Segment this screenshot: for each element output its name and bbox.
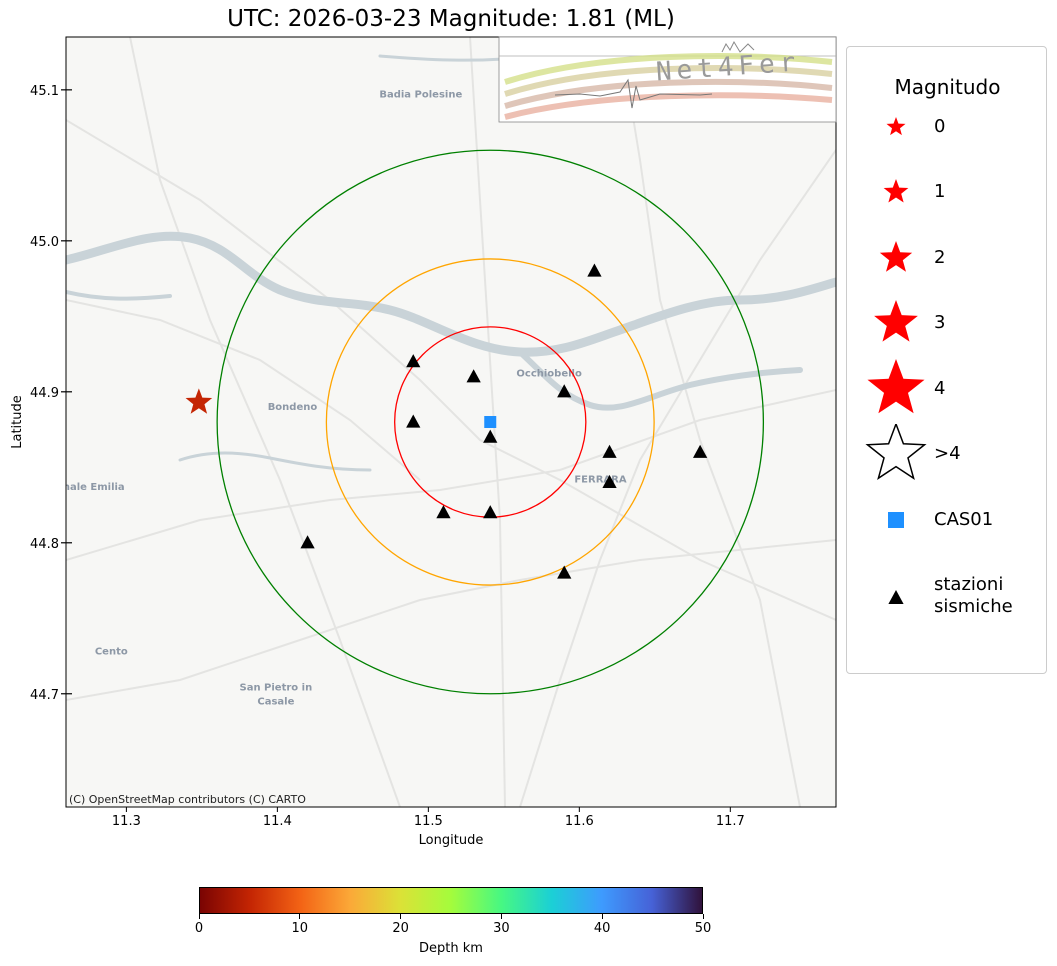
- place-label: FERRARA: [574, 474, 627, 485]
- event-markers: [185, 388, 497, 428]
- place-label: Cento: [95, 647, 128, 658]
- colorbar-label: Depth km: [419, 941, 483, 956]
- colorbar-tick-label: 0: [194, 921, 204, 936]
- legend-label: 2: [934, 247, 946, 268]
- distance-circle: [216, 149, 765, 695]
- legend-label: CAS01: [934, 509, 994, 530]
- legend-square-icon: [888, 512, 904, 528]
- station-marker[interactable]: [406, 354, 421, 368]
- colorbar-tick: [601, 914, 603, 919]
- station-marker[interactable]: [692, 444, 708, 458]
- legend-star-icon: [883, 179, 909, 203]
- x-tick-label: 11.5: [414, 814, 443, 829]
- x-tick-label: 11.4: [263, 814, 292, 829]
- y-tick-label: 44.8: [30, 537, 59, 552]
- place-label: Occhiobello: [516, 369, 582, 380]
- depth-colorbar: [199, 887, 703, 914]
- place-label: Bondeno: [268, 402, 318, 413]
- station-marker[interactable]: [483, 429, 498, 443]
- station-marker[interactable]: [436, 505, 451, 519]
- legend-label: >4: [934, 443, 961, 464]
- y-tick-label: 45.0: [30, 235, 59, 250]
- y-tick-label: 45.1: [30, 84, 59, 99]
- station-marker[interactable]: [557, 565, 572, 579]
- event-epicenter-marker[interactable]: [185, 388, 213, 414]
- legend-label: 4: [934, 378, 946, 399]
- legend-item: stazioni sismiche: [847, 566, 1048, 626]
- place-label: San Pietro in: [240, 683, 313, 694]
- colorbar-tick: [500, 914, 502, 919]
- legend-item: 0: [847, 97, 1048, 157]
- place-label: Casale: [257, 696, 294, 707]
- y-tick-label: 44.7: [30, 688, 59, 703]
- map-area[interactable]: Badia Polesine Occhiobello Bondeno Finale E…: [53, 37, 836, 807]
- legend-label: 3: [934, 312, 946, 333]
- x-tick-label: 11.3: [112, 814, 141, 829]
- station-marker[interactable]: [300, 535, 315, 549]
- map-attribution: (C) OpenStreetMap contributors (C) CARTO: [69, 793, 306, 806]
- legend-item: 1: [847, 162, 1048, 222]
- legend-star-icon: [879, 241, 913, 272]
- plot-title: UTC: 2026-03-23 Magnitude: 1.81 (ML): [227, 6, 675, 32]
- legend: Magnitudo 0 1 2 3 4 >4 CAS01 stazioni sismiche: [846, 46, 1047, 674]
- legend-label: 1: [934, 181, 946, 202]
- basemap-roads: [66, 37, 836, 807]
- colorbar-tick: [198, 914, 200, 919]
- legend-label: stazioni sismiche: [934, 574, 1013, 617]
- colorbar-tick-label: 40: [593, 921, 611, 936]
- y-axis-label: Latitude: [10, 395, 25, 449]
- colorbar-tick: [702, 914, 704, 919]
- x-axis: 11.3 11.4 11.5 11.6 11.7: [112, 807, 745, 829]
- station-marker[interactable]: [602, 444, 617, 458]
- legend-title: Magnitudo: [894, 75, 1001, 99]
- legend-item: >4: [847, 424, 1048, 484]
- station-marker[interactable]: [587, 263, 602, 277]
- station-marker[interactable]: [483, 505, 498, 519]
- legend-star-icon: [886, 117, 906, 136]
- colorbar-tick-label: 30: [493, 921, 510, 936]
- colorbar-tick: [299, 914, 301, 919]
- station-marker[interactable]: [602, 474, 617, 489]
- legend-star-icon: [874, 300, 918, 342]
- colorbar-tick-label: 20: [392, 921, 409, 936]
- place-label: Badia Polesine: [379, 89, 462, 100]
- colorbar-tick-label: 50: [694, 921, 712, 936]
- station-marker[interactable]: [406, 414, 421, 428]
- legend-item: 3: [847, 293, 1048, 353]
- legend-star-icon: [867, 359, 925, 414]
- x-tick-label: 11.7: [716, 814, 745, 829]
- x-tick-label: 11.6: [565, 814, 594, 829]
- legend-item: 2: [847, 228, 1048, 288]
- legend-star-outline-icon: [865, 424, 927, 481]
- y-tick-label: 44.9: [30, 386, 59, 401]
- distance-circle: [325, 258, 655, 586]
- station-marker[interactable]: [557, 384, 572, 398]
- map-border: [65, 36, 837, 808]
- legend-label: 0: [934, 116, 946, 137]
- legend-item: 4: [847, 359, 1048, 419]
- y-axis: 45.1 45.0 44.9 44.8 44.7: [30, 84, 72, 703]
- legend-triangle-icon: [888, 590, 904, 604]
- x-axis-label: Longitude: [419, 833, 484, 848]
- seismic-stations: [300, 263, 708, 579]
- net4fer-logo: Net4Fer: [498, 36, 837, 123]
- colorbar-tick: [400, 914, 402, 919]
- cas01-marker[interactable]: [484, 416, 497, 428]
- station-marker[interactable]: [466, 369, 481, 383]
- legend-item: CAS01: [847, 490, 1048, 550]
- place-label: Finale Emilia: [53, 482, 125, 493]
- basemap-rivers: [66, 54, 836, 472]
- colorbar-tick-label: 10: [291, 921, 309, 936]
